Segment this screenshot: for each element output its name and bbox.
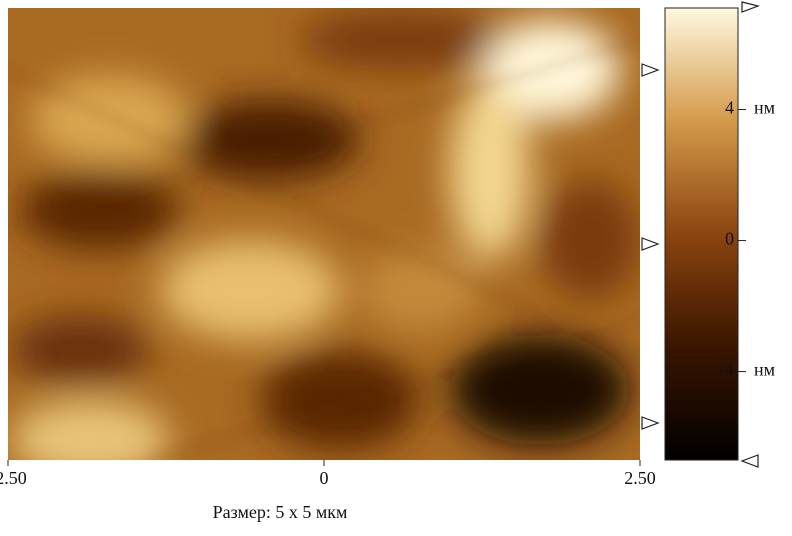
colorbar-unit: нм: [754, 98, 775, 118]
x-tick-label: 0: [320, 468, 329, 488]
colorbar-unit: нм: [754, 360, 775, 380]
colorbar-tick-label: 4: [725, 98, 734, 118]
x-tick-label: -2.50: [0, 468, 27, 488]
afm-figure: Размер: 5 x 5 мкм -2.50 0 2.50 4 нм 0 -4 нм: [0, 0, 792, 531]
colorbar-tick-label: -4: [719, 360, 734, 380]
afm-image: [8, 8, 640, 480]
caption: Размер: 5 x 5 мкм: [213, 502, 348, 522]
colorbar-tick-label: 0: [725, 229, 734, 249]
x-tick-label: 2.50: [624, 468, 656, 488]
